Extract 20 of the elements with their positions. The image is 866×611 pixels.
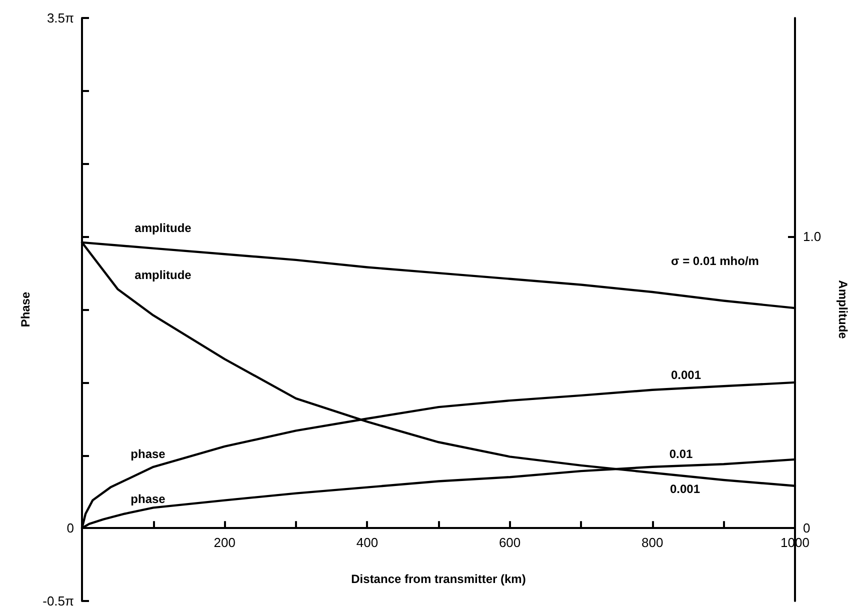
annotation: 0.01 (669, 447, 693, 461)
x-tick-label: 200 (214, 535, 236, 550)
annotation: amplitude (134, 221, 192, 235)
x-axis-title: Distance from transmitter (km) (351, 572, 526, 586)
x-tick-label: 400 (356, 535, 378, 550)
y-tick-label: 3.5π (46, 10, 74, 26)
annotation: σ = 0.01 mho/m (671, 254, 759, 268)
y2-tick-label: 0 (803, 520, 810, 536)
y2-tick-label: 1.0 (803, 229, 822, 244)
annotation: phase (130, 492, 166, 506)
y-tick-label: -0.5π (42, 594, 74, 608)
y2-axis-title: Amplitude (836, 280, 850, 340)
x-tick-label: 600 (498, 535, 521, 550)
y-axis-title: Phase (18, 292, 33, 328)
y-tick-label: 0 (66, 520, 74, 536)
annotation: phase (130, 447, 166, 461)
annotation: 0.001 (670, 482, 700, 496)
annotation: 0.001 (670, 368, 702, 382)
annotation: amplitude (134, 268, 192, 282)
x-tick-label: 800 (642, 535, 664, 550)
